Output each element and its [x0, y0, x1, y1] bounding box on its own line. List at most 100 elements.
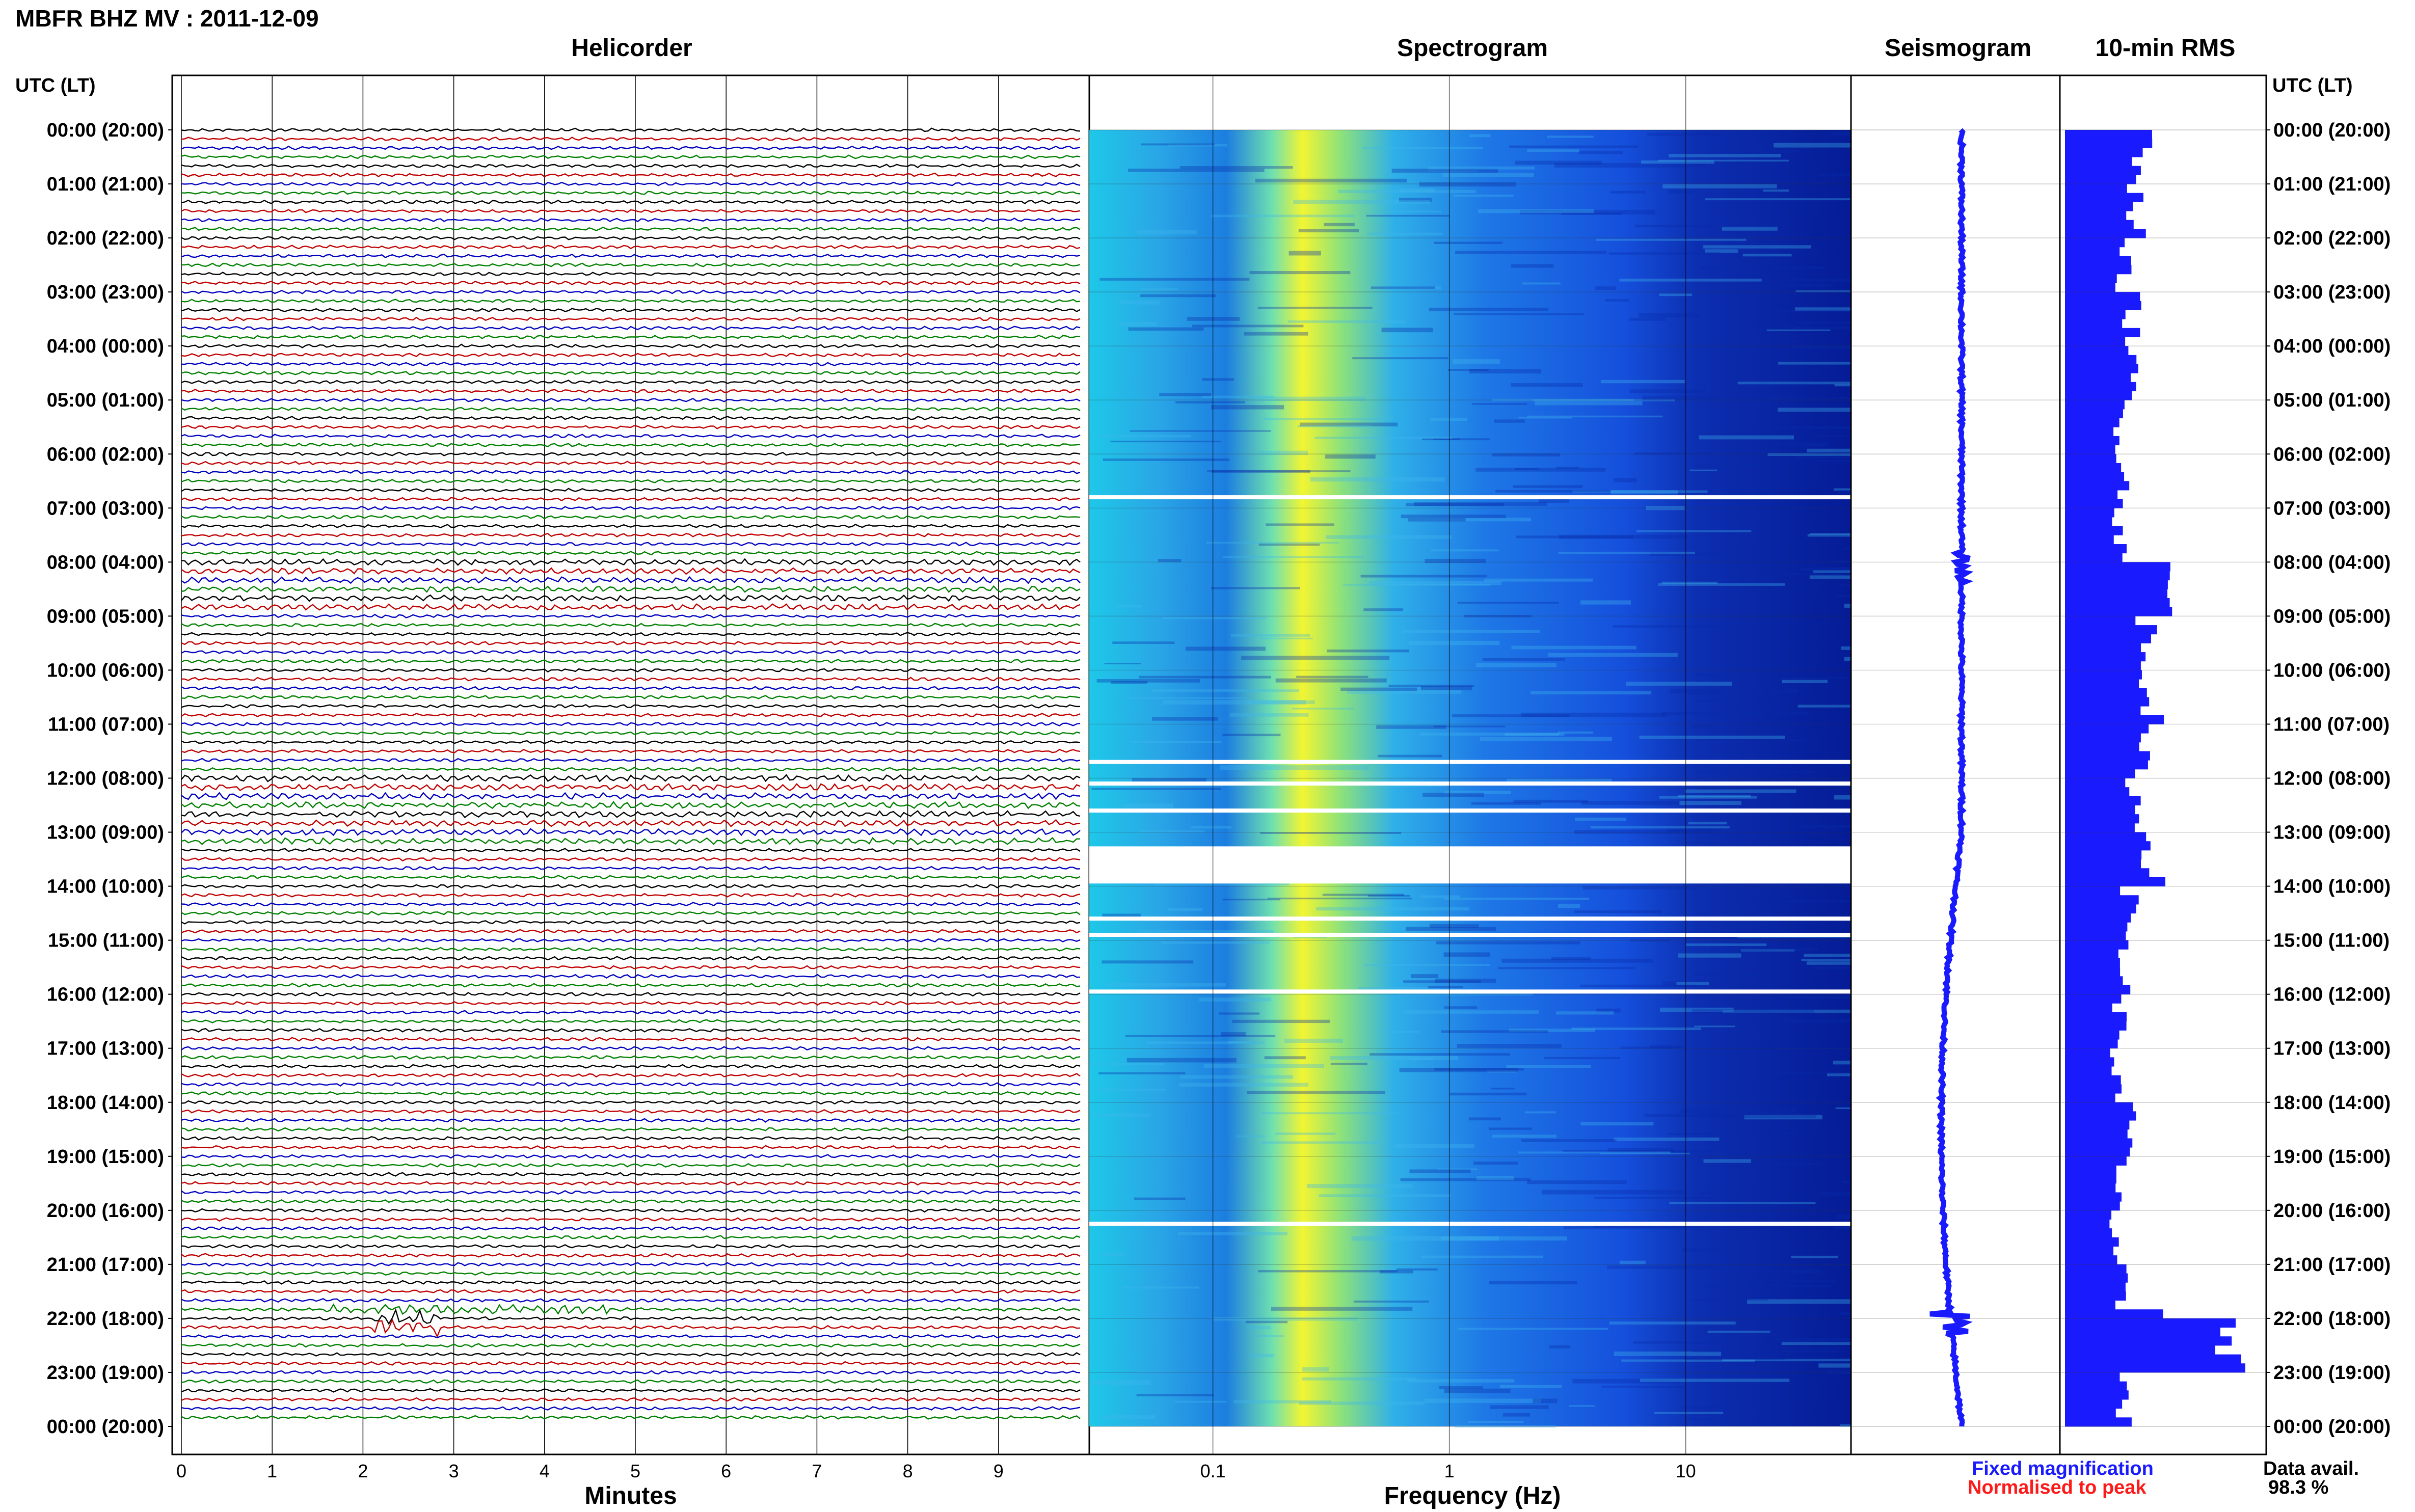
spectrogram-streak — [1684, 789, 1796, 793]
rms-bar — [2065, 1021, 2127, 1031]
helicorder-trace — [181, 1100, 1081, 1105]
rms-bar — [2065, 535, 2114, 545]
rms-bar — [2065, 715, 2164, 724]
hour-label-right: 18:00 (14:00) — [2273, 1092, 2391, 1114]
hour-label-left: 15:00 (11:00) — [48, 930, 164, 952]
helicorder-x-tick-label: 0 — [176, 1461, 186, 1481]
helicorder-trace — [181, 731, 1081, 736]
spectrogram-streak — [1163, 616, 1267, 619]
hour-label-left: 11:00 (07:00) — [48, 714, 164, 735]
spectrogram-streak — [1292, 708, 1354, 710]
helicorder-x-tick-label: 4 — [540, 1461, 550, 1481]
helicorder-trace — [181, 1028, 1081, 1033]
rms-bar — [2065, 1399, 2123, 1409]
spectrogram-streak — [1431, 549, 1499, 552]
seismogram-trace — [1929, 128, 1974, 1427]
helicorder-trace — [181, 956, 1081, 961]
spectrogram-streak — [1420, 686, 1472, 691]
spectrogram-streak — [1767, 453, 1851, 456]
spectrogram-streak — [1409, 1169, 1471, 1174]
spectrogram-streak — [1819, 1192, 1851, 1196]
spectrogram-streak — [1692, 1009, 1814, 1014]
spectrogram-streak — [1158, 559, 1182, 562]
rms-bar — [2065, 148, 2143, 157]
spectrogram-streak — [1701, 1191, 1765, 1195]
spectrogram-streak — [1134, 1197, 1186, 1200]
spectrogram-streak — [1163, 700, 1306, 705]
spectrogram-streak — [1327, 650, 1409, 653]
spectrogram-streak — [1452, 359, 1500, 364]
helicorder-trace — [181, 1181, 1081, 1186]
helicorder-trace — [181, 585, 1081, 593]
helicorder-x-tick-label: 2 — [358, 1461, 368, 1481]
helicorder-x-tick-label: 1 — [267, 1461, 277, 1481]
helicorder-trace — [181, 902, 1081, 907]
spectrogram-streak — [1711, 948, 1819, 951]
spectrogram-streak — [1834, 1225, 1851, 1230]
spectrogram-streak — [1385, 210, 1442, 212]
helicorder-trace — [181, 478, 1081, 483]
spectrogram-streak — [1782, 680, 1828, 683]
spectrogram-streak — [1507, 778, 1612, 783]
spectrogram-streak — [1307, 1184, 1413, 1189]
spectrogram-streak — [1737, 382, 1851, 385]
spectrogram-streak — [1380, 1031, 1419, 1033]
helicorder-trace — [181, 783, 1081, 792]
rms-bar — [2065, 823, 2135, 833]
hour-label-left: 18:00 (14:00) — [47, 1092, 164, 1114]
spectrogram-streak — [1561, 212, 1622, 215]
helicorder-trace — [181, 758, 1081, 763]
spectrogram-streak — [1420, 1255, 1543, 1258]
spectrogram-streak — [1569, 1405, 1595, 1407]
spectrogram-streak — [1257, 307, 1373, 309]
spectrogram-streak — [1490, 1405, 1549, 1409]
helicorder-x-tick-label: 9 — [994, 1461, 1004, 1481]
hour-label-left: 00:00 (20:00) — [47, 1416, 164, 1438]
spectrogram-streak — [1122, 1286, 1199, 1289]
spectrogram-streak — [1817, 567, 1851, 570]
spectrogram-streak — [1669, 1202, 1816, 1204]
spectrogram-streak — [1810, 533, 1851, 535]
spectrogram-streak — [1425, 1398, 1541, 1403]
helicorder-trace — [181, 893, 1081, 898]
spectrogram-streak — [1735, 1280, 1835, 1283]
rms-bar — [2065, 868, 2150, 878]
spectrogram-streak — [1447, 369, 1489, 371]
helicorder-trace — [181, 424, 1081, 429]
spectrogram-streak — [1679, 801, 1741, 805]
spectrogram-streak — [1402, 630, 1540, 633]
helicorder-trace — [181, 1406, 1081, 1411]
spectrogram-streak — [1699, 1114, 1816, 1119]
rms-bar — [2065, 1363, 2245, 1373]
spectrogram-streak — [1257, 450, 1308, 455]
spectrogram-streak — [1408, 518, 1466, 522]
hour-label-right: 00:00 (20:00) — [2273, 1416, 2391, 1438]
spectrogram-streak — [1608, 252, 1721, 255]
hour-label-left: 22:00 (18:00) — [47, 1308, 164, 1330]
rms-bar — [2065, 427, 2114, 437]
helicorder-x-label: Minutes — [584, 1482, 677, 1509]
spectrogram-streak — [1838, 490, 1851, 495]
spectrogram-streak — [1219, 1012, 1260, 1015]
helicorder-trace — [181, 1154, 1081, 1159]
spectrogram-streak — [1649, 1045, 1681, 1049]
spectrogram-streak — [1703, 245, 1811, 249]
helicorder-trace — [181, 505, 1081, 510]
spectrogram-gap — [1089, 760, 1851, 764]
helicorder-trace — [181, 551, 1081, 556]
helicorder-trace — [181, 650, 1081, 655]
spectrogram-streak — [1211, 214, 1355, 218]
spectrogram-streak — [1515, 160, 1602, 165]
helicorder-trace — [181, 740, 1081, 745]
legend-fixed-magnification: Fixed magnification — [1972, 1458, 2154, 1479]
rms-bar — [2065, 445, 2115, 454]
spectrogram-streak — [1794, 307, 1851, 311]
rms-bar — [2065, 157, 2132, 167]
spectrogram-streak — [1774, 900, 1851, 903]
spectrogram-streak — [1835, 1107, 1851, 1110]
spectrogram-streak — [1639, 313, 1700, 318]
helicorder-trace — [181, 1217, 1081, 1222]
spectrogram-streak — [1261, 1112, 1399, 1115]
rms-bar — [2065, 670, 2142, 680]
hour-label-left: 03:00 (23:00) — [47, 282, 164, 303]
